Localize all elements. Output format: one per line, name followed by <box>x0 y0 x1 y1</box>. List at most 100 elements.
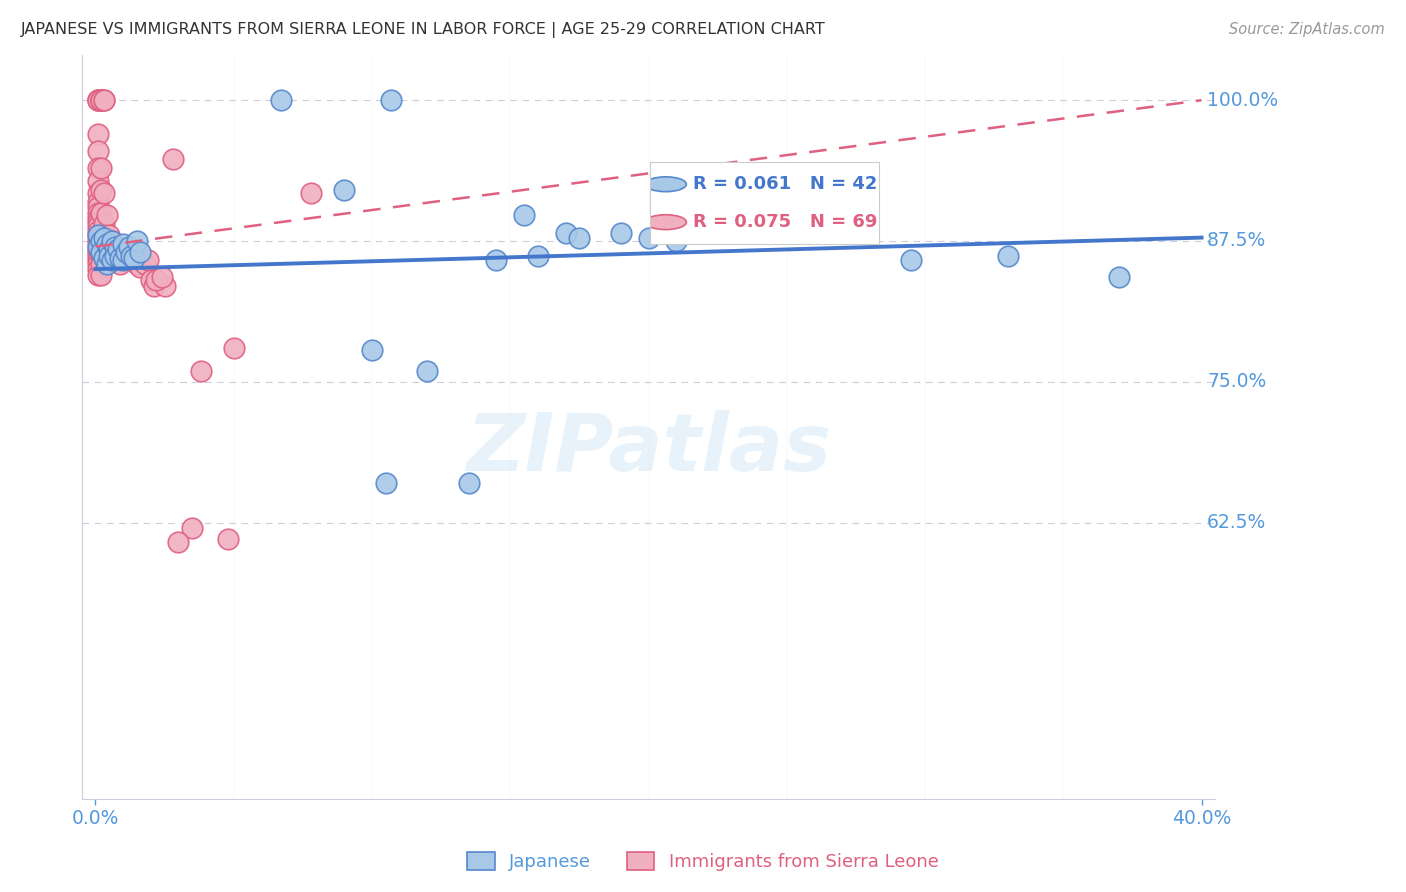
Point <box>222 341 245 355</box>
Point <box>87 249 110 263</box>
Point <box>107 242 129 256</box>
Point <box>190 363 212 377</box>
Point <box>98 242 121 256</box>
Point <box>125 256 148 270</box>
Point <box>96 208 118 222</box>
Point <box>96 256 118 270</box>
Point <box>117 245 139 260</box>
Text: R = 0.061   N = 42: R = 0.061 N = 42 <box>693 175 877 194</box>
Point <box>299 186 322 200</box>
Point <box>101 234 124 248</box>
Point <box>122 251 145 265</box>
Point <box>416 363 439 377</box>
Point <box>128 260 150 274</box>
Point <box>101 253 124 268</box>
Point <box>87 237 110 252</box>
Point <box>96 237 118 252</box>
Point <box>90 245 112 260</box>
Point <box>333 183 356 197</box>
Point <box>380 93 402 107</box>
Point <box>134 256 156 270</box>
Point <box>87 256 110 270</box>
Text: JAPANESE VS IMMIGRANTS FROM SIERRA LEONE IN LABOR FORCE | AGE 25-29 CORRELATION : JAPANESE VS IMMIGRANTS FROM SIERRA LEONE… <box>21 22 825 38</box>
Point <box>110 256 132 270</box>
Point <box>87 127 110 141</box>
Point <box>87 245 110 260</box>
Point <box>93 186 115 200</box>
Point <box>101 234 124 248</box>
Point <box>120 249 142 263</box>
Point <box>98 228 121 243</box>
Point <box>90 93 112 107</box>
Point <box>112 253 135 268</box>
Point <box>90 206 112 220</box>
Point <box>900 253 922 268</box>
Point <box>90 183 112 197</box>
Point <box>568 230 591 244</box>
Text: Source: ZipAtlas.com: Source: ZipAtlas.com <box>1229 22 1385 37</box>
Point <box>139 273 162 287</box>
Text: R = 0.075   N = 69: R = 0.075 N = 69 <box>693 213 877 231</box>
Point <box>128 245 150 260</box>
Point <box>554 226 576 240</box>
Point <box>93 217 115 231</box>
Point <box>217 533 239 547</box>
Point <box>87 161 110 175</box>
Point <box>87 93 110 107</box>
Point <box>90 226 112 240</box>
Point <box>181 521 204 535</box>
Point <box>98 249 121 263</box>
Point <box>87 242 110 256</box>
Point <box>98 249 121 263</box>
Text: 62.5%: 62.5% <box>1208 513 1267 532</box>
Point <box>665 234 688 248</box>
Point <box>87 228 110 243</box>
Point <box>90 93 112 107</box>
Point <box>90 237 112 252</box>
Text: 100.0%: 100.0% <box>1208 91 1278 110</box>
Point <box>87 93 110 107</box>
Point <box>361 343 384 358</box>
Point <box>527 249 550 263</box>
Point <box>87 262 110 277</box>
Point <box>93 230 115 244</box>
Point <box>87 239 110 253</box>
Point <box>93 93 115 107</box>
Point <box>90 268 112 282</box>
Point <box>997 249 1019 263</box>
Point <box>110 251 132 265</box>
Point <box>104 239 127 253</box>
Point <box>125 234 148 248</box>
Legend: Japanese, Immigrants from Sierra Leone: Japanese, Immigrants from Sierra Leone <box>460 845 946 879</box>
Point <box>93 239 115 253</box>
Point <box>513 208 536 222</box>
Point <box>485 253 508 268</box>
Point <box>112 237 135 252</box>
Point <box>87 228 110 243</box>
Point <box>87 268 110 282</box>
Point <box>87 219 110 234</box>
Point <box>637 230 659 244</box>
Point <box>693 226 716 240</box>
Point <box>457 476 479 491</box>
Point <box>167 534 190 549</box>
Point <box>90 256 112 270</box>
Point <box>87 194 110 209</box>
Point <box>87 200 110 214</box>
Point <box>87 186 110 200</box>
Point <box>1108 270 1130 285</box>
Point <box>107 253 129 268</box>
Point <box>142 279 165 293</box>
Text: ZIPatlas: ZIPatlas <box>465 410 831 488</box>
Point <box>150 270 173 285</box>
Point <box>87 93 110 107</box>
Point <box>93 93 115 107</box>
Circle shape <box>645 177 686 192</box>
Point <box>104 239 127 253</box>
Point <box>112 242 135 256</box>
Point <box>153 279 176 293</box>
Point <box>87 206 110 220</box>
Point <box>610 226 633 240</box>
Point <box>90 161 112 175</box>
Text: 87.5%: 87.5% <box>1208 232 1267 251</box>
